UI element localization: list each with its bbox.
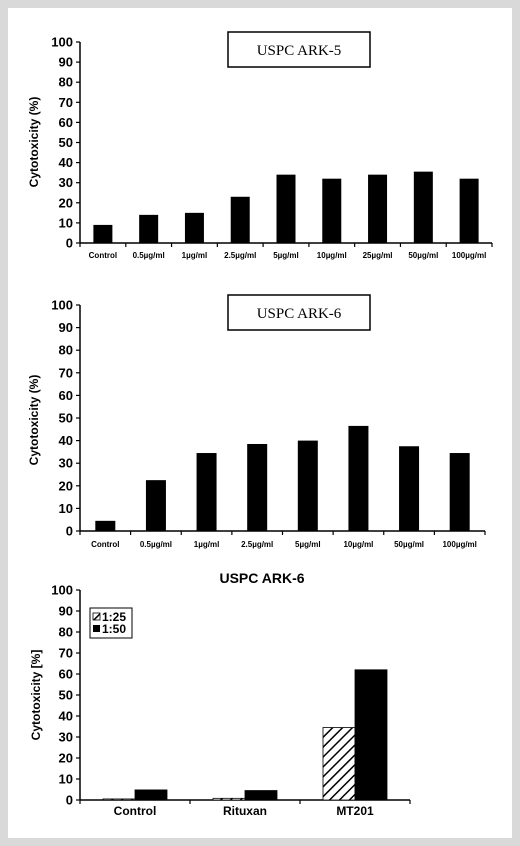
- y-tick-label: 90: [59, 320, 73, 335]
- y-tick-label: 40: [59, 155, 73, 170]
- bar-5: [322, 178, 342, 243]
- y-tick-label: 0: [66, 793, 73, 808]
- y-tick-label: 90: [59, 604, 73, 619]
- y-tick-label: 90: [59, 55, 73, 70]
- y-tick-label: 10: [59, 772, 73, 787]
- y-tick-label: 100: [51, 583, 73, 598]
- chart-title: USPC ARK-6: [257, 306, 342, 322]
- bar-0: [95, 520, 116, 531]
- bar-6: [368, 174, 388, 243]
- bar-3: [230, 196, 250, 243]
- y-tick-label: 10: [59, 215, 73, 230]
- y-tick-label: 100: [51, 298, 73, 313]
- bar-1-50-control: [134, 789, 168, 801]
- y-tick-label: 50: [59, 135, 73, 150]
- bar-5: [348, 425, 369, 531]
- legend-label-1-50: 1:50: [102, 622, 126, 636]
- bar-4: [276, 174, 296, 243]
- y-tick-label: 80: [59, 75, 73, 90]
- x-tick-label: 10µg/ml: [317, 251, 347, 260]
- y-tick-label: 0: [66, 524, 73, 539]
- x-tick-label: 2.5µg/ml: [241, 540, 273, 549]
- bar-2: [196, 453, 217, 531]
- x-tick-label: 2.5µg/ml: [224, 251, 256, 260]
- legend: 1:25 1:50: [89, 607, 133, 639]
- legend-swatch-1-25: [92, 612, 101, 621]
- bar-0: [93, 224, 113, 243]
- y-tick-label: 70: [59, 365, 73, 380]
- chart-title: USPC ARK-6: [219, 570, 304, 586]
- y-tick-label: 60: [59, 388, 73, 403]
- chart-title: USPC ARK-5: [257, 43, 342, 59]
- x-tick-label: 25µg/ml: [363, 251, 393, 260]
- y-tick-label: 70: [59, 95, 73, 110]
- x-tick-label: 5µg/ml: [273, 251, 299, 260]
- y-tick-label: 50: [59, 688, 73, 703]
- y-tick-label: 40: [59, 709, 73, 724]
- x-tick-label: MT201: [336, 804, 374, 818]
- chart-ark6-dose: USPC ARK-6 Cytotoxicity (%) 0 10 20 30 40 50 6…: [27, 294, 486, 549]
- bar-1: [139, 214, 159, 243]
- y-tick-label: 60: [59, 115, 73, 130]
- x-tick-label: 100µg/ml: [452, 251, 486, 260]
- y-axis-label: Cytotoxicity (%): [27, 375, 41, 466]
- y-tick-label: 80: [59, 625, 73, 640]
- y-tick-label: 40: [59, 433, 73, 448]
- y-tick-label: 20: [59, 478, 73, 493]
- x-tick-label: Rituxan: [223, 804, 267, 818]
- y-tick-label: 20: [59, 195, 73, 210]
- bar-3: [247, 443, 268, 531]
- y-tick-label: 30: [59, 730, 73, 745]
- x-tick-label: 0.5µg/ml: [133, 251, 165, 260]
- chart-title-box: [227, 31, 371, 68]
- x-tick-label: 1µg/ml: [182, 251, 208, 260]
- bar-1-50-mt201: [354, 669, 388, 801]
- legend-label-1-25: 1:25: [102, 610, 126, 624]
- chart-ark5: USPC ARK-5 Cytotoxicity (%) 0 10 20 30 40 50 6…: [27, 31, 493, 260]
- y-tick-label: 30: [59, 456, 73, 471]
- y-tick-label: 80: [59, 343, 73, 358]
- y-tick-label: 60: [59, 667, 73, 682]
- y-axis-label: Cytotoxicity (%): [27, 97, 41, 188]
- legend-swatch-1-50: [93, 625, 100, 632]
- y-tick-label: 10: [59, 501, 73, 516]
- bar-8: [459, 178, 479, 243]
- y-tick-label: 0: [66, 236, 73, 251]
- bar-6: [399, 446, 420, 531]
- x-tick-label: 100µg/ml: [442, 540, 476, 549]
- y-tick-label: 20: [59, 751, 73, 766]
- x-tick-label: 5µg/ml: [295, 540, 321, 549]
- chart-title-box: [227, 294, 371, 331]
- x-tick-label: 50µg/ml: [394, 540, 424, 549]
- bar-2: [184, 212, 204, 243]
- bar-1-25-rituxan: [212, 797, 246, 801]
- x-tick-label: Control: [114, 804, 157, 818]
- x-tick-label: 1µg/ml: [194, 540, 220, 549]
- chart-ark6-antibody: USPC ARK-6 Cytotoxicity [%] 0 10 20 30 40 50 6…: [29, 570, 411, 818]
- y-tick-label: 100: [51, 35, 73, 50]
- bar-1-25-control: [102, 798, 136, 801]
- bar-4: [297, 440, 318, 531]
- bar-7: [449, 453, 470, 531]
- bar-1-50-rituxan: [244, 790, 278, 801]
- y-axis-label: Cytotoxicity [%]: [29, 650, 43, 741]
- x-tick-label: Control: [91, 540, 119, 549]
- bar-1-25-mt201: [322, 727, 356, 801]
- bar-7: [413, 171, 433, 243]
- y-tick-label: 70: [59, 646, 73, 661]
- x-tick-label: 0.5µg/ml: [140, 540, 172, 549]
- bar-1: [145, 480, 166, 531]
- y-tick-label: 50: [59, 411, 73, 426]
- y-tick-label: 30: [59, 175, 73, 190]
- x-tick-label: Control: [89, 251, 117, 260]
- x-tick-label: 10µg/ml: [343, 540, 373, 549]
- x-tick-label: 50µg/ml: [408, 251, 438, 260]
